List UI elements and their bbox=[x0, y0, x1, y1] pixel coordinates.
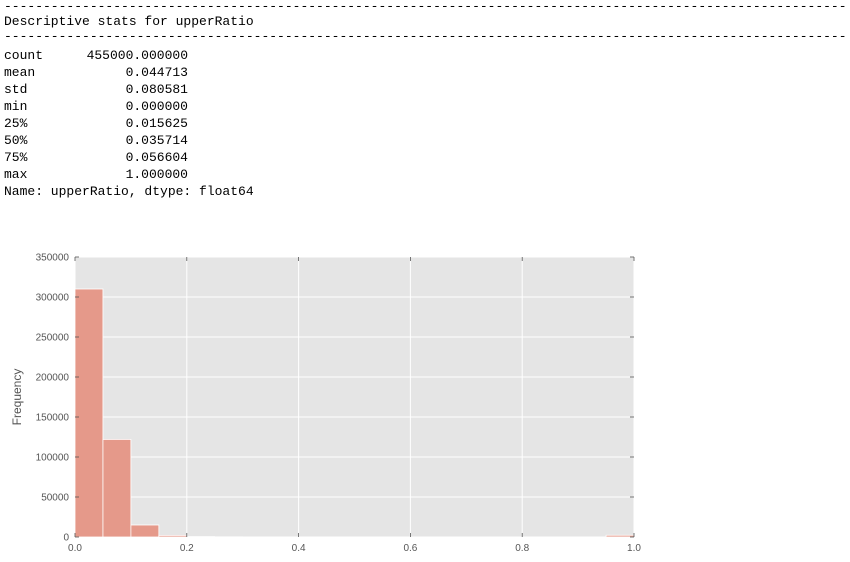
stat-row-50pct: 50% 0.035714 bbox=[4, 132, 188, 149]
stats-table: count 455000.000000 mean 0.044713 std 0.08058… bbox=[4, 47, 188, 183]
stat-row-mean: mean 0.044713 bbox=[4, 64, 188, 81]
x-tick-label: 1.0 bbox=[627, 543, 641, 554]
stat-row-std: std 0.080581 bbox=[4, 81, 188, 98]
stat-value: 0.044713 bbox=[125, 65, 188, 80]
plot-background bbox=[75, 257, 634, 537]
histogram-bar bbox=[605, 534, 635, 538]
stat-value: 0.015625 bbox=[125, 116, 188, 131]
y-tick-label: 0 bbox=[63, 533, 69, 544]
stat-value: 0.080581 bbox=[125, 82, 188, 97]
stat-row-count: count 455000.000000 bbox=[4, 47, 188, 64]
y-tick-label: 100000 bbox=[36, 453, 70, 464]
stat-label: std bbox=[4, 82, 28, 97]
histogram-bar bbox=[130, 524, 160, 538]
histogram-bar bbox=[158, 534, 188, 538]
y-tick-label: 150000 bbox=[36, 413, 70, 424]
separator-rule-bottom: ----------------------------------------… bbox=[4, 30, 846, 43]
stat-row-max: max 1.000000 bbox=[4, 166, 188, 183]
stat-row-25pct: 25% 0.015625 bbox=[4, 115, 188, 132]
y-tick-label: 300000 bbox=[36, 293, 70, 304]
y-tick-label: 250000 bbox=[36, 333, 70, 344]
stat-label: min bbox=[4, 99, 28, 114]
series-name-line: Name: upperRatio, dtype: float64 bbox=[4, 184, 254, 199]
stat-value: 0.056604 bbox=[125, 150, 188, 165]
x-tick-label: 0.4 bbox=[292, 543, 306, 554]
histogram-chart: 0 50000 100000 150000 200000 250000 300000 3500… bbox=[10, 253, 641, 555]
y-tick-label: 350000 bbox=[36, 253, 70, 264]
x-tick-label: 0.6 bbox=[403, 543, 417, 554]
stat-value: 1.000000 bbox=[125, 167, 188, 182]
stat-label: count bbox=[4, 48, 44, 63]
stat-label: 25% bbox=[4, 116, 28, 131]
separator-rule-top: ----------------------------------------… bbox=[4, 0, 846, 13]
stat-label: mean bbox=[4, 65, 36, 80]
y-axis-label: Frequency bbox=[10, 369, 24, 426]
stat-label: 50% bbox=[4, 133, 28, 148]
histogram-bar bbox=[102, 438, 132, 538]
stat-label: 75% bbox=[4, 150, 28, 165]
x-tick-label: 0.8 bbox=[515, 543, 529, 554]
stat-row-75pct: 75% 0.056604 bbox=[4, 149, 188, 166]
stat-label: max bbox=[4, 167, 28, 182]
x-tick-label: 0.2 bbox=[180, 543, 194, 554]
histogram-bar bbox=[74, 288, 104, 538]
stat-value: 455000.000000 bbox=[86, 48, 188, 63]
y-tick-label: 200000 bbox=[36, 373, 70, 384]
stats-title: Descriptive stats for upperRatio bbox=[4, 14, 254, 29]
y-tick-label: 50000 bbox=[41, 493, 69, 504]
stat-value: 0.000000 bbox=[125, 99, 188, 114]
stat-value: 0.035714 bbox=[125, 133, 188, 148]
x-tick-label: 0.0 bbox=[68, 543, 82, 554]
stat-row-min: min 0.000000 bbox=[4, 98, 188, 115]
